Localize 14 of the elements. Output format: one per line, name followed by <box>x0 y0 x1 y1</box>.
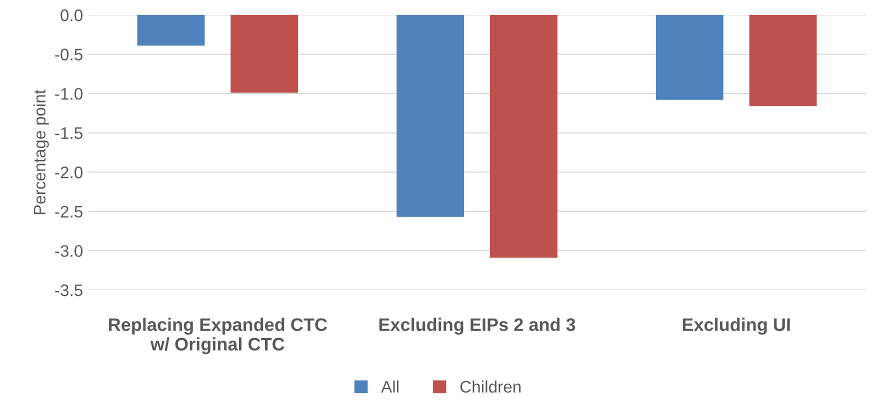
y-tick-label: -3.0 <box>55 245 82 257</box>
y-tick-label: -3.5 <box>55 284 82 296</box>
x-tick-label: Excluding EIPs 2 and 3 <box>379 318 576 335</box>
y-tick-label: -1.0 <box>55 88 82 100</box>
y-tick-label: -2.5 <box>55 206 82 218</box>
x-tick-label: Excluding UI <box>682 318 790 335</box>
y-tick-label: 0.0 <box>60 9 82 22</box>
y-tick-label: -2.0 <box>55 166 82 178</box>
x-tick-label: Replacing Expanded CTC w/ Original CTC <box>109 318 328 354</box>
legend-label: Children <box>460 380 521 393</box>
y-tick-label: -0.5 <box>55 48 82 60</box>
y-tick-label: -1.5 <box>55 127 82 140</box>
y-axis-title: Percentage point <box>33 90 49 214</box>
legend-label: All <box>381 380 398 393</box>
